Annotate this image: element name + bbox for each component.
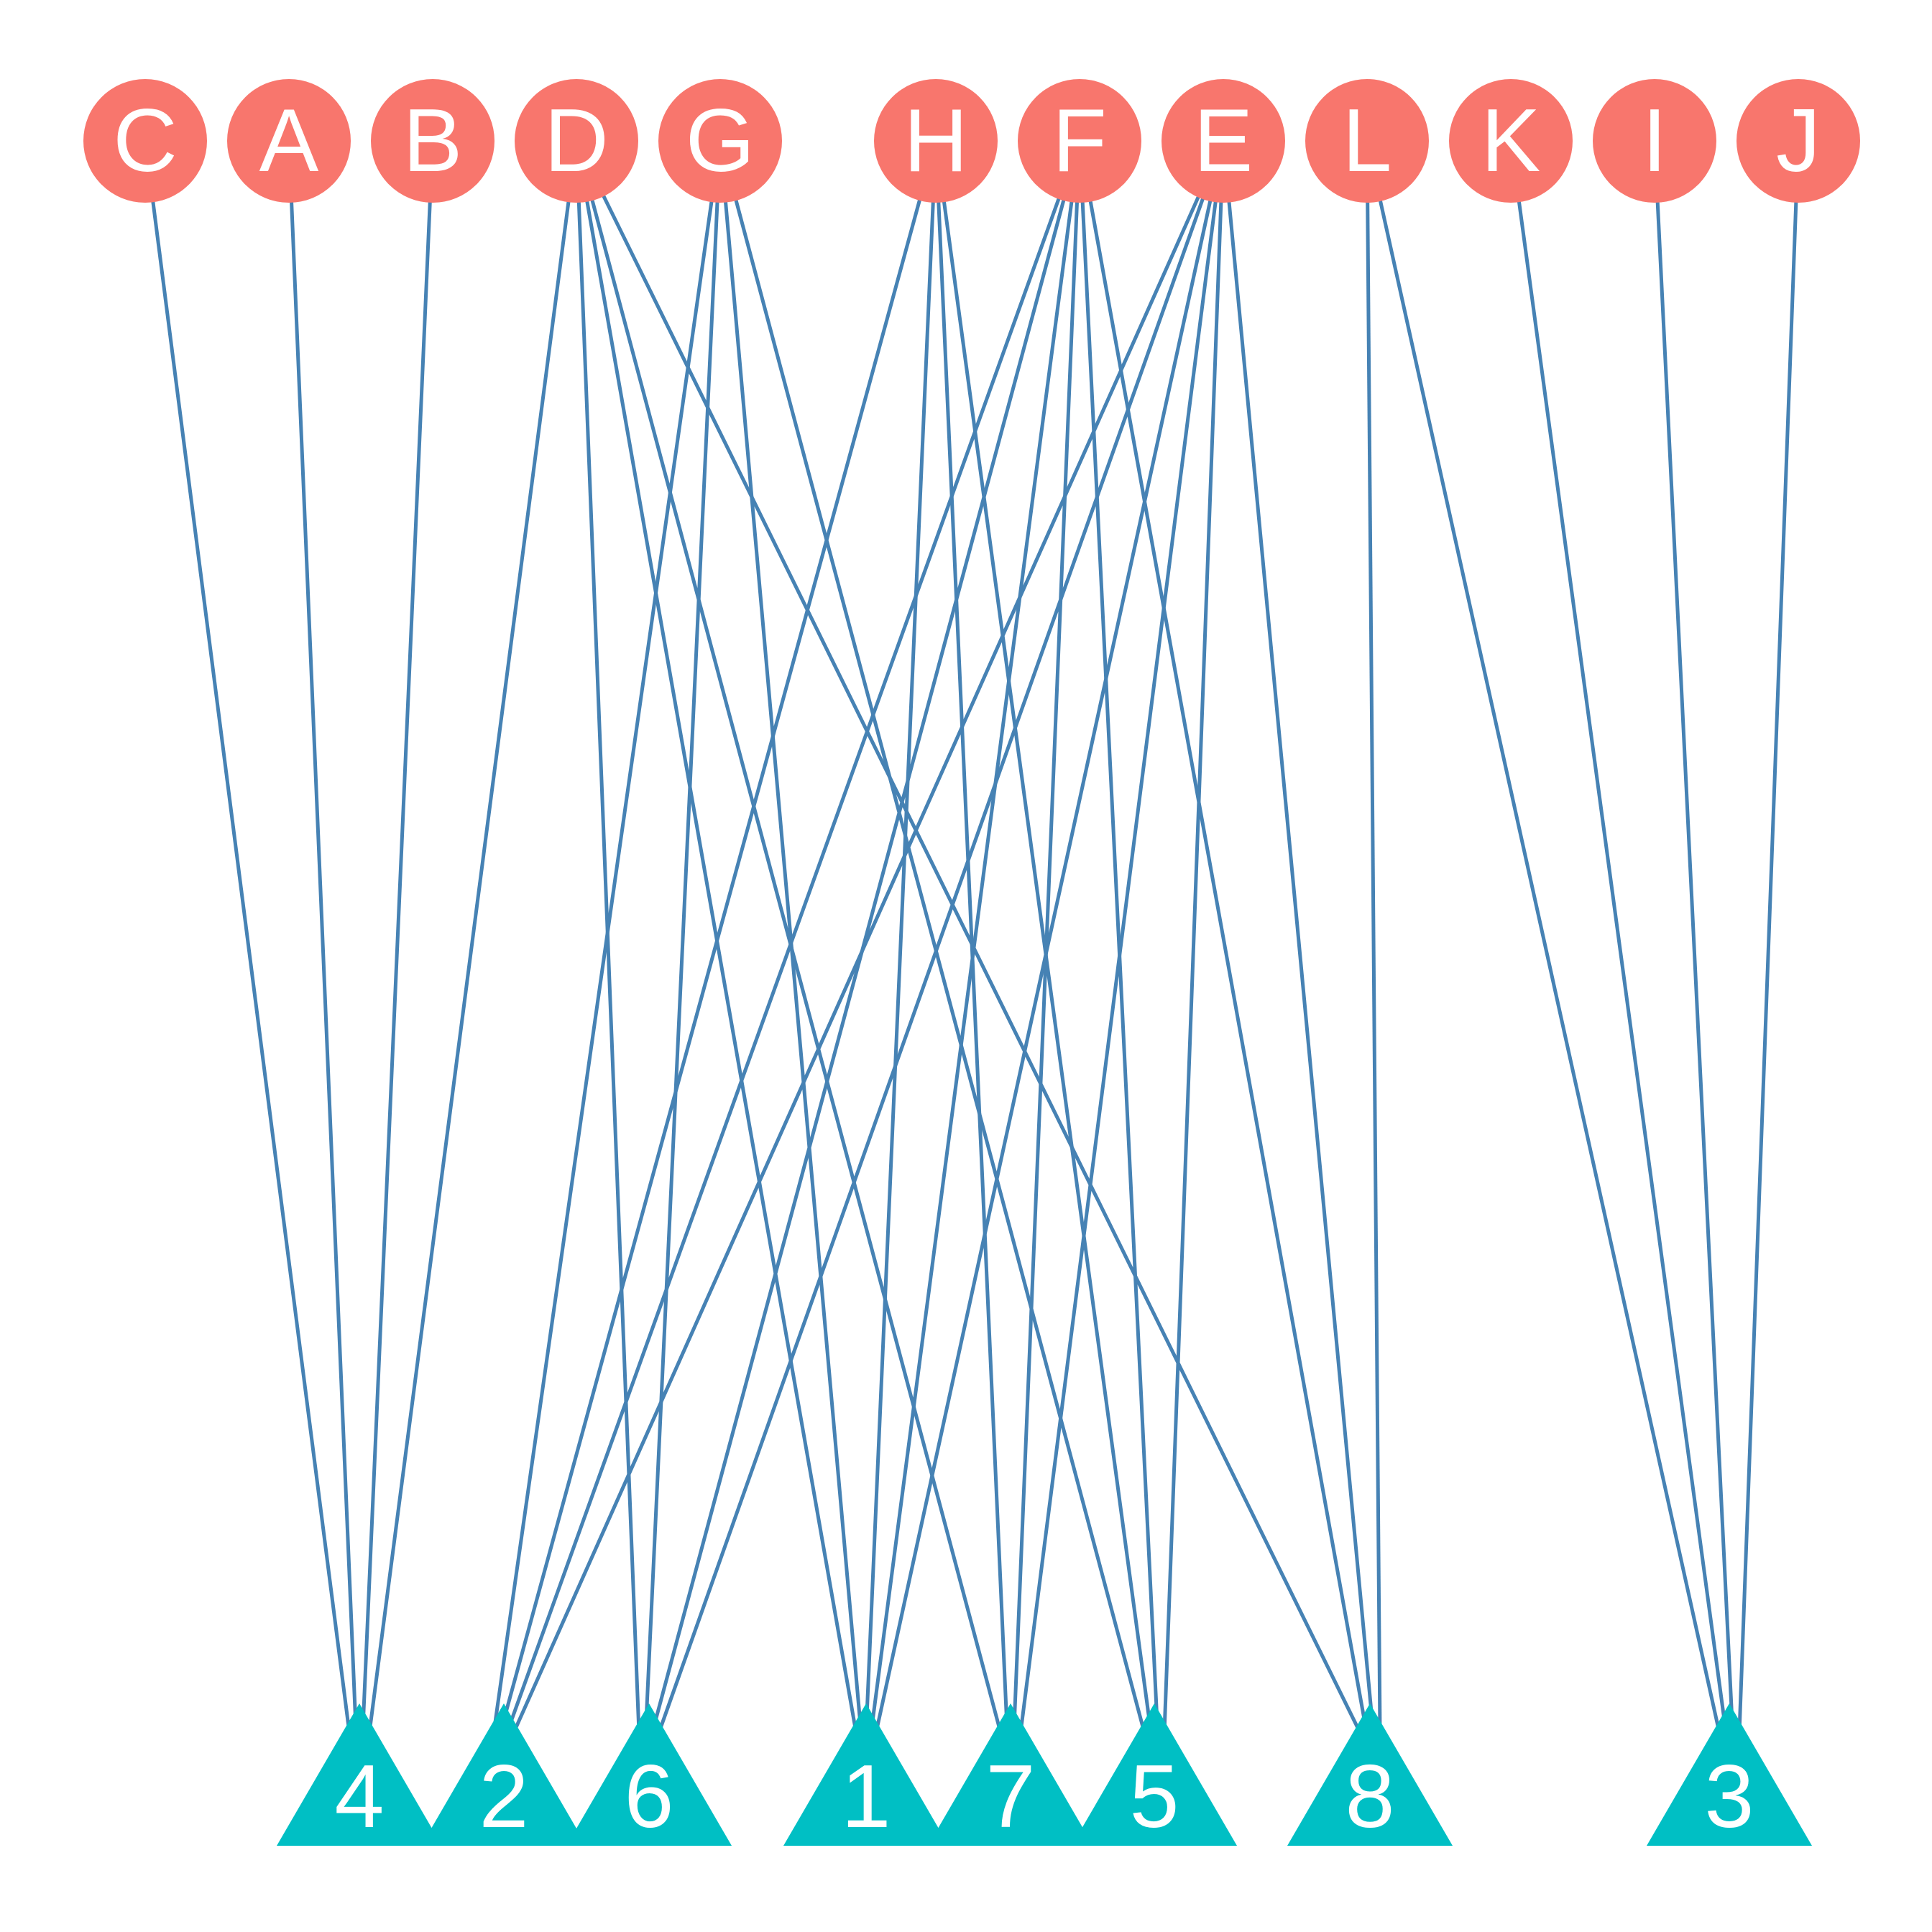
bottom-node-triangle (277, 1703, 442, 1846)
edge-G-6 (643, 140, 722, 1733)
top-node-A[interactable]: A (227, 79, 351, 203)
bottom-node-label: 1 (842, 1747, 891, 1846)
edge-F-1 (869, 140, 1082, 1733)
top-node-label: G (686, 91, 755, 190)
bottom-node-4[interactable]: 4 (277, 1703, 442, 1846)
edge-K-3 (1509, 140, 1728, 1733)
bottom-node-label: 4 (335, 1747, 385, 1846)
edge-E-1 (874, 140, 1225, 1733)
top-node-circle (1449, 79, 1573, 203)
top-node-circle (1018, 79, 1141, 203)
top-node-E[interactable]: E (1162, 79, 1285, 203)
bottom-node-8[interactable]: 8 (1287, 1703, 1453, 1846)
edge-H-2 (498, 140, 938, 1733)
top-node-label: I (1642, 91, 1667, 190)
top-node-label: H (903, 91, 968, 190)
top-node-label: F (1052, 91, 1107, 190)
top-node-label: L (1343, 91, 1392, 190)
top-node-I[interactable]: I (1593, 79, 1716, 203)
top-node-K[interactable]: K (1449, 79, 1573, 203)
top-node-circle (515, 79, 638, 203)
bottom-node-1[interactable]: 1 (783, 1703, 949, 1846)
edge-E-5 (1162, 140, 1225, 1733)
top-node-label: B (403, 91, 463, 190)
top-node-J[interactable]: J (1736, 79, 1860, 203)
top-node-label: K (1481, 91, 1541, 190)
edge-L-3 (1365, 140, 1721, 1733)
top-node-circle (1305, 79, 1429, 203)
top-node-C[interactable]: C (83, 79, 207, 203)
top-node-circle (371, 79, 494, 203)
top-node-B[interactable]: B (371, 79, 494, 203)
top-node-D[interactable]: D (515, 79, 638, 203)
top-node-label: C (113, 91, 178, 190)
edge-D-4 (367, 140, 579, 1733)
edge-E-2 (512, 139, 1225, 1734)
edge-H-5 (934, 140, 1153, 1733)
edge-G-1 (718, 140, 863, 1733)
edge-E-8 (1221, 140, 1376, 1733)
edge-A-4 (287, 140, 358, 1733)
bottom-node-label: 2 (479, 1747, 529, 1846)
edge-F-6 (650, 140, 1082, 1733)
top-node-label: J (1776, 91, 1821, 190)
edge-D-1 (574, 140, 858, 1733)
bottom-node-7[interactable]: 7 (928, 1703, 1093, 1846)
edge-E-7 (1018, 140, 1225, 1733)
top-node-circle (658, 79, 782, 203)
edges-layer (143, 139, 1800, 1734)
bottom-node-triangle (421, 1703, 586, 1846)
edge-J-3 (1737, 140, 1800, 1733)
edge-G-5 (718, 140, 1146, 1733)
top-node-label: D (544, 91, 609, 190)
top-node-label: E (1194, 91, 1254, 190)
top-node-circle (227, 79, 351, 203)
bottom-node-6[interactable]: 6 (566, 1703, 732, 1846)
edge-H-1 (864, 140, 938, 1733)
top-node-G[interactable]: G (658, 79, 782, 203)
bottom-node-triangle (566, 1703, 732, 1846)
edge-G-2 (492, 140, 722, 1733)
bottom-node-5[interactable]: 5 (1072, 1703, 1237, 1846)
bottom-node-triangle (783, 1703, 949, 1846)
top-node-circle (1593, 79, 1716, 203)
edge-F-5 (1077, 140, 1160, 1733)
bottom-node-label: 8 (1346, 1747, 1395, 1846)
top-node-circle (874, 79, 998, 203)
bottom-node-label: 5 (1130, 1747, 1179, 1846)
top-node-circle (1162, 79, 1285, 203)
edge-I-3 (1652, 140, 1735, 1733)
edge-F-7 (1012, 140, 1082, 1733)
bottom-node-triangle (1647, 1703, 1812, 1846)
edge-C-4 (143, 140, 351, 1733)
bottom-node-triangle (928, 1703, 1093, 1846)
bottom-node-2[interactable]: 2 (421, 1703, 586, 1846)
bottom-node-label: 3 (1705, 1747, 1754, 1846)
top-node-H[interactable]: H (874, 79, 998, 203)
edge-L-8 (1365, 140, 1382, 1733)
edge-F-2 (505, 140, 1082, 1733)
bottom-node-triangle (1287, 1703, 1453, 1846)
bottom-node-label: 7 (986, 1747, 1036, 1846)
edge-B-4 (361, 140, 435, 1733)
edge-E-6 (657, 140, 1225, 1733)
top-node-circle (1736, 79, 1860, 203)
top-node-label: A (259, 91, 319, 190)
bottom-node-3[interactable]: 3 (1647, 1703, 1812, 1846)
top-node-L[interactable]: L (1305, 79, 1429, 203)
top-node-circle (83, 79, 207, 203)
top-node-F[interactable]: F (1018, 79, 1141, 203)
edge-D-7 (574, 140, 1003, 1733)
bottom-node-triangle (1072, 1703, 1237, 1846)
bottom-node-label: 6 (625, 1747, 674, 1846)
edge-H-7 (934, 140, 1009, 1733)
